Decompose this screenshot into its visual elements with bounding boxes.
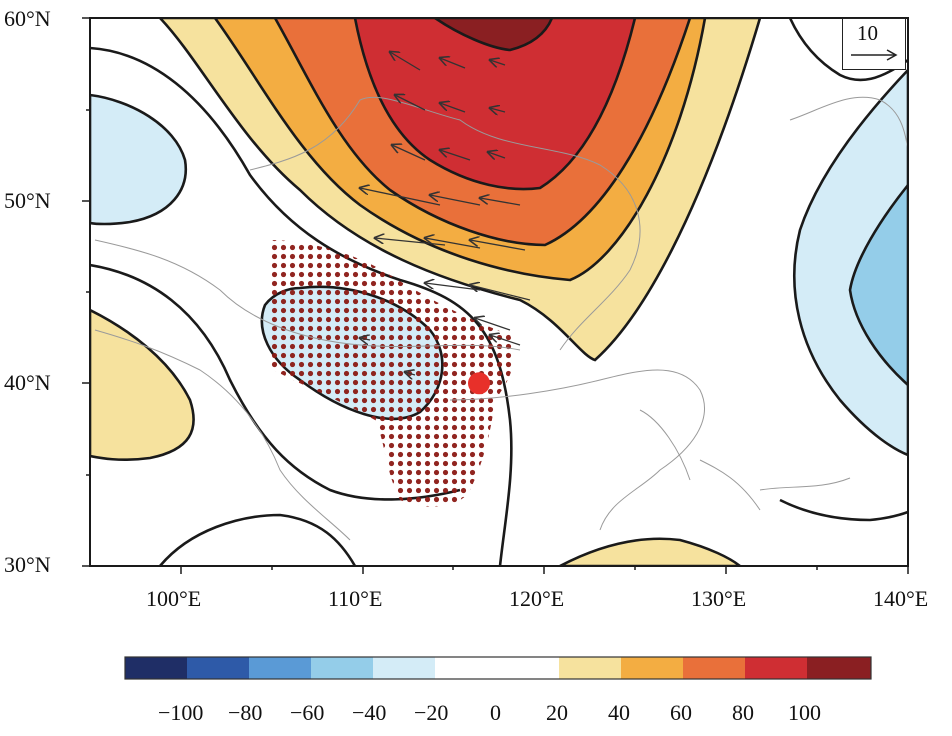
anomaly-fill-south (559, 537, 743, 566)
colorbar-segment (621, 657, 683, 679)
significance-stippling (270, 240, 515, 507)
contour-line-3 (159, 513, 357, 566)
y-axis-label: 50°N (4, 188, 51, 213)
reference-vector-label: 10 (857, 21, 878, 45)
x-axis-label: 100°E (146, 586, 202, 611)
colorbar-label: −80 (228, 700, 263, 725)
colorbar-label: 40 (608, 700, 630, 725)
axis-ticks (82, 17, 909, 574)
colorbar-segment (683, 657, 745, 679)
reference-arrow-icon (851, 49, 898, 61)
colorbar-label: 0 (490, 700, 501, 725)
colorbar-segment (125, 657, 187, 679)
marked-location-dot (468, 372, 490, 395)
anomaly-fill-100 (432, 18, 554, 52)
colorbar-label: 60 (670, 700, 692, 725)
colorbar-label: 20 (546, 700, 568, 725)
anomaly-fill-80 (353, 18, 637, 191)
colorbar-segment (745, 657, 807, 679)
country-boundaries (94, 96, 908, 541)
x-axis-label: 140°E (873, 586, 929, 611)
reference-vector-legend: 10 (842, 18, 906, 70)
colorbar-segment (497, 657, 559, 679)
contour-line-4 (788, 18, 908, 82)
y-axis-label: 60°N (4, 6, 51, 31)
colorbar-label: −60 (290, 700, 325, 725)
anomaly-fill-west (90, 308, 195, 461)
map-area (90, 18, 908, 566)
contour-line-2 (90, 263, 461, 501)
colorbar-segment (559, 657, 621, 679)
anomaly-fill-neg-east (793, 68, 908, 457)
anomaly-fill-neg-nw (90, 93, 188, 226)
colorbar-label: 80 (732, 700, 754, 725)
contour-line-5 (779, 498, 908, 522)
colorbar-label: −100 (158, 700, 204, 725)
colorbar-segment (807, 657, 871, 679)
colorbar-segment (311, 657, 373, 679)
anomaly-fill-neg-east-2 (848, 182, 908, 387)
x-axis-label: 110°E (328, 586, 383, 611)
colorbar-label: −20 (414, 700, 449, 725)
y-axis-label: 30°N (4, 552, 51, 577)
y-axis-label: 40°N (4, 370, 51, 395)
colorbar-segment (187, 657, 249, 679)
colorbar-segment (373, 657, 435, 679)
x-axis-label: 130°E (691, 586, 747, 611)
contour-line-1 (90, 46, 513, 566)
colorbar-segment (249, 657, 311, 679)
colorbar (124, 656, 872, 680)
x-axis-label: 120°E (509, 586, 565, 611)
colorbar-segment (435, 657, 497, 679)
colorbar-label: −40 (352, 700, 387, 725)
wind-vectors (360, 52, 531, 375)
colorbar-label: 100 (788, 700, 821, 725)
